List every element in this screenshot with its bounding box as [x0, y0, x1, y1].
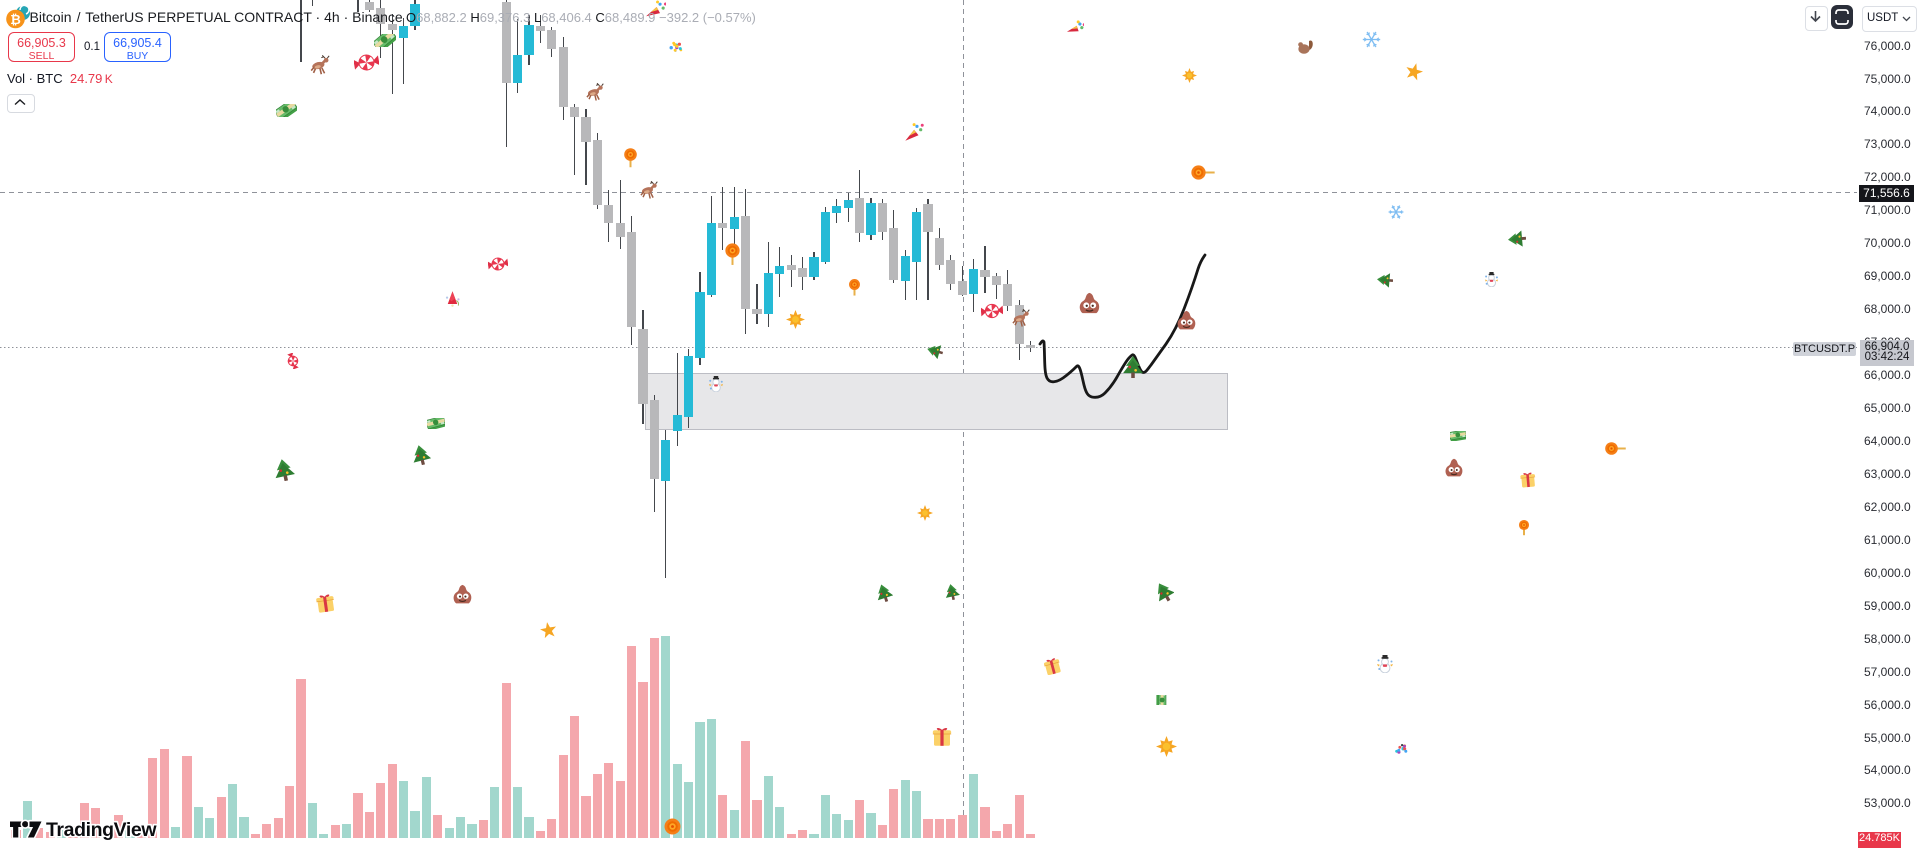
svg-text:₿: ₿ [10, 12, 21, 27]
